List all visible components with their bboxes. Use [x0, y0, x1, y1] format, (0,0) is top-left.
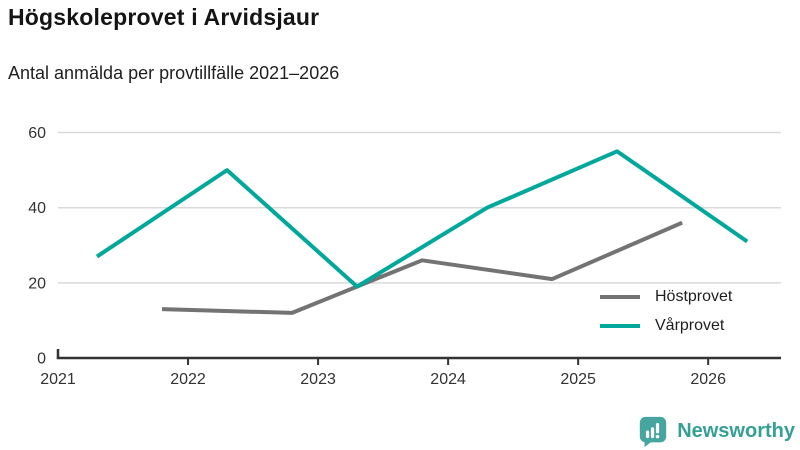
x-tick-label: 2022: [170, 371, 206, 388]
x-tick-label: 2023: [300, 371, 336, 388]
chart-subtitle: Antal anmälda per provtillfälle 2021–202…: [8, 63, 340, 83]
y-tick-label: 0: [37, 351, 46, 368]
x-tick-label: 2021: [40, 371, 76, 388]
newsworthy-logo-icon: [640, 416, 667, 448]
varprovet-line-swatch-icon: [600, 324, 640, 328]
chart-legend: Höstprovet Vårprovet: [592, 284, 768, 341]
y-tick-label: 20: [28, 275, 46, 292]
legend-item-varprovet: Vårprovet: [600, 315, 768, 337]
chart-title: Högskoleprovet i Arvidsjaur: [8, 4, 320, 30]
x-tick-label: 2025: [560, 371, 596, 388]
vårprovet-line: [95, 149, 749, 289]
legend-item-hostprovet: Höstprovet: [600, 286, 768, 308]
newsworthy-wordmark: Newsworthy: [677, 420, 795, 442]
y-tick-label: 40: [28, 200, 46, 217]
newsworthy-branding: Newsworthy: [637, 415, 795, 448]
höstprovet-line: [161, 220, 683, 315]
legend-label-hostprovet: Höstprovet: [655, 288, 733, 305]
x-tick-label: 2024: [430, 371, 466, 388]
legend-label-varprovet: Vårprovet: [655, 317, 725, 334]
x-tick-label: 2026: [690, 371, 726, 388]
y-tick-label: 60: [28, 125, 46, 142]
hostprovet-line-swatch-icon: [600, 295, 640, 299]
